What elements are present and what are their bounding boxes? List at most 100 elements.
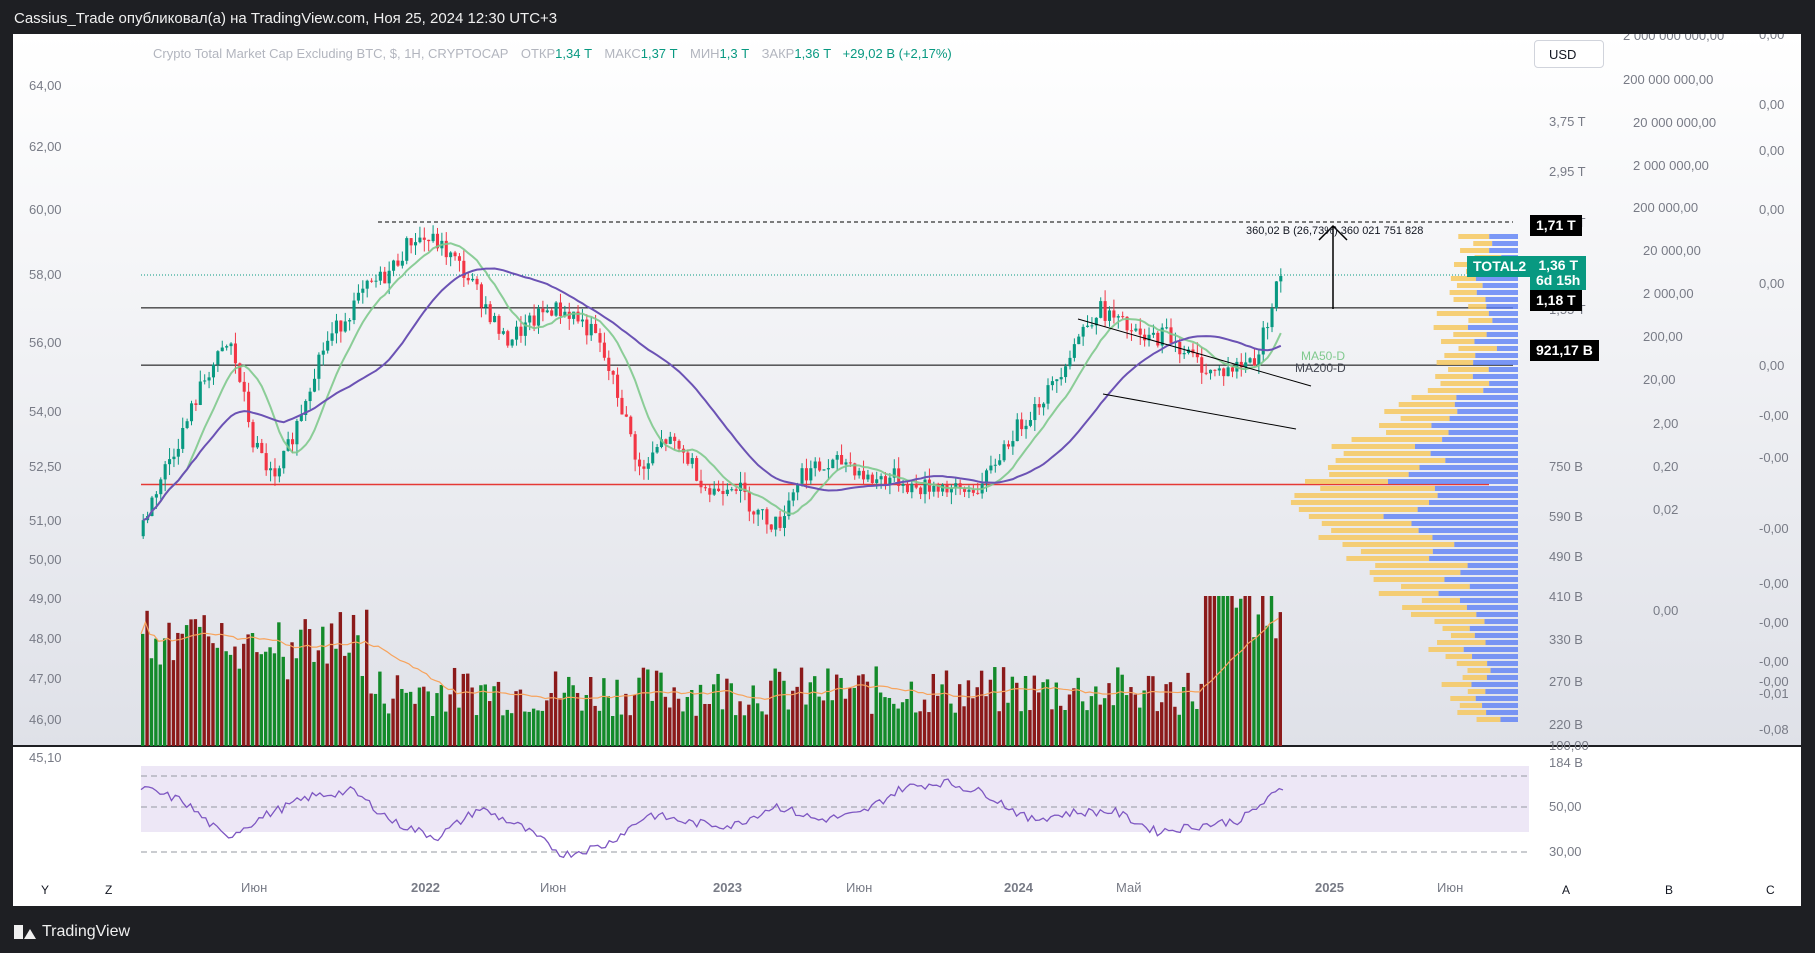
currency-button[interactable]: USD	[1534, 40, 1604, 68]
volume-profile-up-bar	[1428, 647, 1464, 652]
volume-bar	[1028, 710, 1032, 746]
candle-body	[150, 497, 154, 517]
volume-bar	[1094, 686, 1098, 746]
candle-body	[541, 308, 545, 313]
candle-body	[528, 315, 532, 323]
candle-body	[743, 482, 747, 492]
auto-scale-button[interactable]: A	[1562, 883, 1571, 897]
volume-profile-down-bar	[1418, 528, 1518, 533]
volume-profile-down-bar	[1492, 318, 1518, 323]
tradingview-logo[interactable]: TradingView	[14, 923, 130, 941]
candle-body	[607, 357, 611, 371]
volume-bar	[193, 619, 198, 746]
candle-body	[993, 464, 997, 466]
candle-body	[295, 420, 299, 445]
volume-profile-up-bar	[1467, 668, 1491, 673]
left-axis-tick: 62,00	[29, 139, 62, 154]
far-right-axis-tick: 0,00	[1759, 97, 1784, 112]
candle-body	[888, 477, 892, 485]
volume-profile-down-bar	[1471, 682, 1518, 687]
volume-bar	[659, 672, 663, 746]
far-right-axis-tick: 0,00	[1759, 34, 1784, 42]
candle-body	[840, 455, 844, 465]
candle-body	[1081, 326, 1085, 337]
candle-body	[844, 462, 848, 465]
candle-body	[1248, 358, 1252, 363]
volume-bar	[1019, 711, 1023, 746]
candle-body	[1042, 403, 1046, 408]
candle-body	[1002, 444, 1006, 461]
candle-body	[409, 238, 413, 246]
price-axis-tick: 750 B	[1549, 459, 1583, 474]
candle-body	[756, 509, 760, 515]
candle-body	[510, 339, 514, 346]
volume-bar	[663, 696, 668, 746]
legend-title: Crypto Total Market Cap Excluding BTC, $…	[153, 46, 509, 61]
volume-bar	[694, 715, 698, 746]
volume-profile-up-bar	[1456, 661, 1488, 666]
volume-bar	[1243, 596, 1247, 746]
volume-bar	[1217, 596, 1221, 746]
volume-bar	[1269, 596, 1274, 746]
candle-body	[400, 260, 404, 266]
volume-profile-down-bar	[1483, 388, 1518, 393]
volume-bar	[650, 700, 654, 746]
target-arrow-head	[1318, 224, 1348, 241]
volume-bar	[716, 673, 720, 746]
volume-bar	[1080, 701, 1085, 746]
volume-profile-down-bar	[1387, 479, 1518, 484]
volume-axis-tick: 20 000 000,00	[1633, 115, 1716, 130]
volume-profile-up-bar	[1462, 675, 1487, 680]
candle-body	[545, 310, 549, 313]
volume-bar	[277, 622, 281, 746]
volume-bar	[338, 612, 343, 746]
price-axis-tick: 490 B	[1549, 549, 1583, 564]
candle-body	[1279, 276, 1283, 282]
scale-b-button[interactable]: B	[1665, 883, 1674, 897]
volume-bar	[632, 694, 637, 746]
volume-bar	[1120, 674, 1124, 746]
chart-area[interactable]: 360,02 B (26,73%) 360 021 751 828 MA50-D M…	[13, 34, 1801, 906]
candle-body	[181, 427, 185, 449]
volume-profile-up-bar	[1327, 465, 1420, 470]
volume-bar	[523, 711, 527, 746]
far-right-axis-tick: 0,00	[1759, 358, 1784, 373]
volume-profile-up-bar	[1440, 381, 1490, 386]
candle-body	[1055, 379, 1059, 382]
volume-bar	[1138, 707, 1142, 746]
candle-body	[348, 320, 352, 322]
volume-profile-down-bar	[1486, 332, 1518, 337]
candle-body	[479, 284, 483, 308]
volume-bar	[580, 710, 584, 746]
volume-bar	[619, 714, 624, 746]
zoom-z-button[interactable]: Z	[105, 883, 113, 897]
volume-bar	[1067, 694, 1072, 746]
volume-bar	[1274, 638, 1278, 746]
candle-body	[449, 252, 453, 258]
candle-body	[998, 460, 1002, 465]
volume-bar	[255, 652, 259, 746]
candle-body	[1244, 362, 1248, 368]
candle-body	[1103, 301, 1107, 321]
candle-body	[989, 465, 993, 471]
volume-bar	[1111, 705, 1116, 746]
volume-bar	[365, 609, 369, 746]
log-scale-y-button[interactable]: Y	[41, 883, 50, 897]
time-axis-tick: 2023	[713, 880, 742, 895]
candle-body	[203, 380, 207, 382]
scale-c-button[interactable]: C	[1766, 883, 1775, 897]
volume-profile-down-bar	[1484, 619, 1518, 624]
tradingview-wordmark: TradingView	[42, 923, 131, 940]
candle-body	[462, 260, 466, 278]
candle-body	[1068, 357, 1072, 367]
volume-profile-up-bar	[1400, 416, 1450, 421]
volume-bar	[852, 687, 856, 746]
volume-profile-up-bar	[1435, 374, 1473, 379]
candle-body	[1151, 332, 1155, 335]
chart-canvas[interactable]: 360,02 B (26,73%) 360 021 751 828 MA50-DM…	[13, 34, 1801, 906]
candle-body	[879, 476, 883, 480]
volume-profile-down-bar	[1488, 311, 1518, 316]
last-price-value: 1,36 T	[1538, 257, 1579, 273]
candle-body	[299, 415, 303, 421]
volume-bar	[378, 671, 382, 746]
